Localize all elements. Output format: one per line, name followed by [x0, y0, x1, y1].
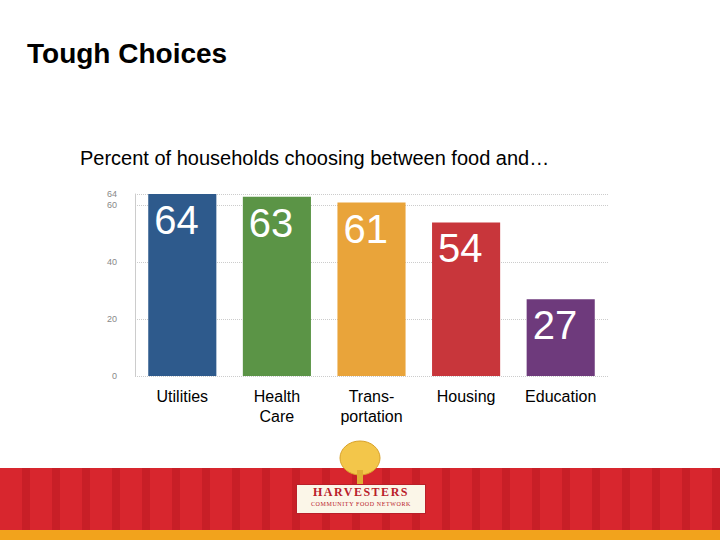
- svg-text:portation: portation: [340, 408, 402, 425]
- svg-text:Percent of households choosing: Percent of households choosing between f…: [80, 147, 549, 169]
- svg-text:20: 20: [107, 314, 117, 324]
- svg-text:0: 0: [112, 371, 117, 381]
- svg-text:Education: Education: [525, 388, 596, 405]
- html-text:HARVESTERS: HARVESTERS: [313, 485, 409, 499]
- svg-text:64: 64: [107, 189, 117, 199]
- html-text:COMMUNITY FOOD NETWORK: COMMUNITY FOOD NETWORK: [311, 501, 411, 507]
- svg-text:27: 27: [533, 303, 578, 347]
- svg-text:Tough Choices: Tough Choices: [27, 38, 227, 69]
- svg-text:63: 63: [249, 201, 294, 245]
- svg-text:Care: Care: [260, 408, 295, 425]
- svg-text:40: 40: [107, 257, 117, 267]
- svg-text:61: 61: [343, 207, 388, 251]
- svg-text:Utilities: Utilities: [157, 388, 209, 405]
- svg-text:Health: Health: [254, 388, 300, 405]
- svg-text:Trans-: Trans-: [349, 388, 395, 405]
- svg-text:Housing: Housing: [437, 388, 496, 405]
- svg-text:64: 64: [154, 198, 199, 242]
- svg-text:60: 60: [107, 200, 117, 210]
- svg-text:54: 54: [438, 226, 483, 270]
